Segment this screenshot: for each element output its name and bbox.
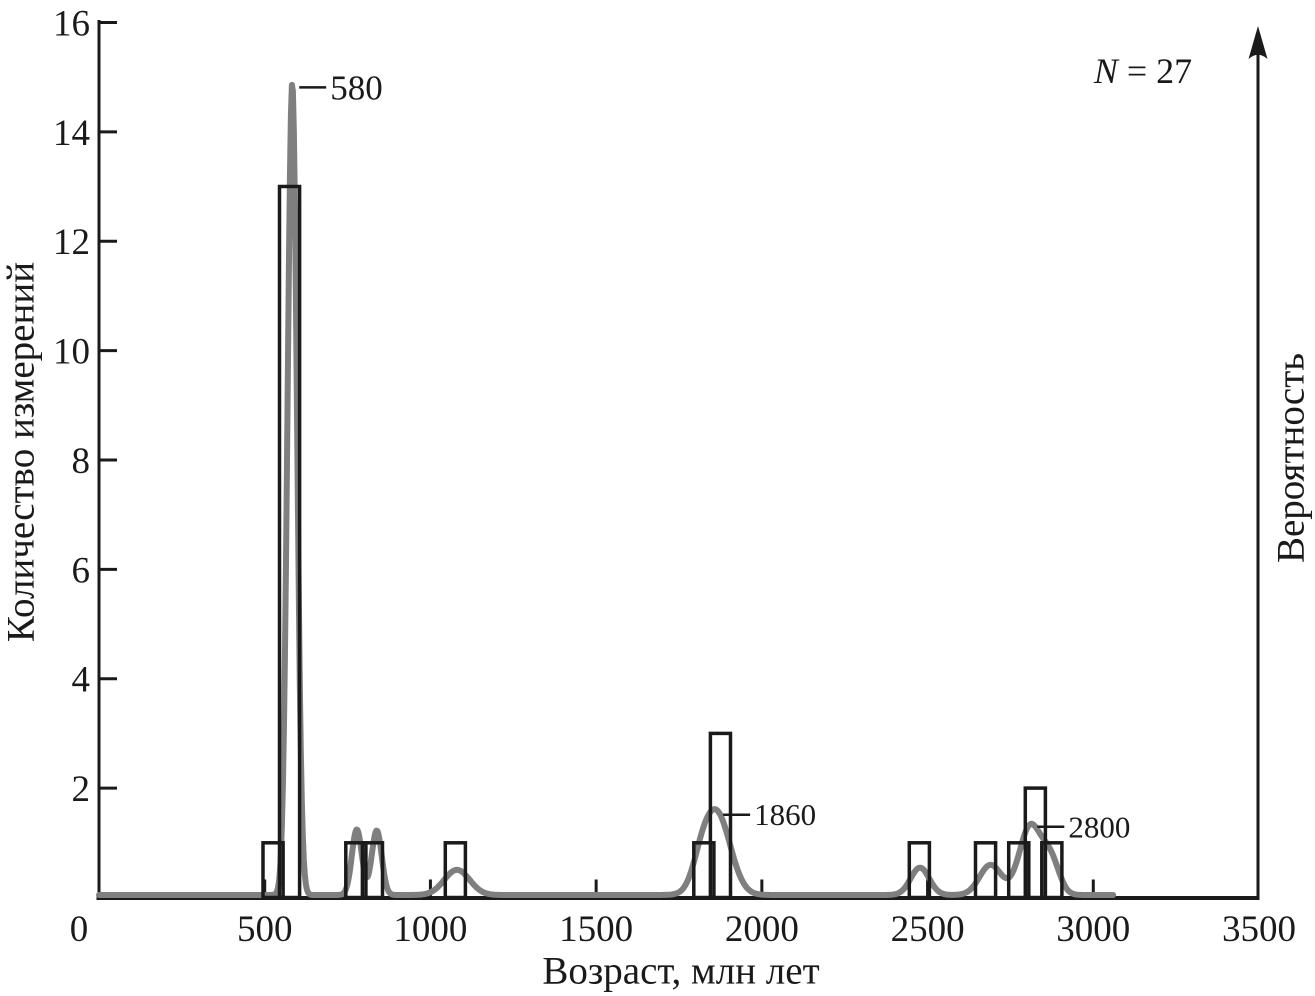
y-tick-label: 14 bbox=[53, 113, 90, 154]
histogram-bar bbox=[443, 841, 468, 900]
histogram-bar bbox=[907, 841, 932, 900]
histogram-bar bbox=[261, 841, 285, 900]
x-tick-label: 1000 bbox=[393, 909, 467, 950]
y-tick-label: 16 bbox=[53, 3, 90, 44]
histogram-bar bbox=[1006, 841, 1031, 900]
histogram-bar bbox=[360, 841, 385, 900]
x-tick-label: 3000 bbox=[1056, 909, 1130, 950]
y-axis-title-right: Вероятность bbox=[1269, 352, 1313, 564]
sample-count-value: = 27 bbox=[1117, 51, 1193, 91]
x-axis-title: Возраст, млн лет bbox=[542, 949, 820, 993]
y-tick-label: 4 bbox=[72, 660, 91, 701]
y-tick-label: 8 bbox=[72, 441, 91, 482]
x-tick-label: 0 bbox=[70, 909, 89, 950]
x-tick-label: 1500 bbox=[559, 909, 633, 950]
histogram-bar bbox=[277, 184, 302, 900]
x-tick-label: 2500 bbox=[891, 909, 965, 950]
histogram-bar bbox=[1040, 841, 1064, 900]
y-tick-label: 2 bbox=[72, 769, 91, 810]
histogram-bar bbox=[973, 841, 998, 900]
x-tick-label: 2000 bbox=[725, 909, 799, 950]
y-tick-label: 12 bbox=[53, 222, 90, 263]
histogram-bar bbox=[692, 841, 716, 900]
sample-count-variable: N bbox=[1093, 51, 1118, 91]
y-axis-title-left: Количество измерений bbox=[0, 261, 43, 643]
sample-count-label: N = 27 bbox=[1094, 50, 1192, 92]
x-tick-label: 3500 bbox=[1222, 909, 1296, 950]
peak-label: 580 bbox=[330, 68, 383, 107]
peak-label: 2800 bbox=[1068, 809, 1130, 844]
histogram-bar bbox=[344, 841, 368, 900]
y-tick-label: 10 bbox=[53, 332, 90, 373]
y-tick-label: 6 bbox=[72, 550, 91, 591]
probability-curve bbox=[96, 81, 1117, 898]
x-tick-label: 500 bbox=[237, 909, 293, 950]
peak-label: 1860 bbox=[754, 797, 816, 832]
probability-axis-arrowhead bbox=[1248, 26, 1268, 59]
